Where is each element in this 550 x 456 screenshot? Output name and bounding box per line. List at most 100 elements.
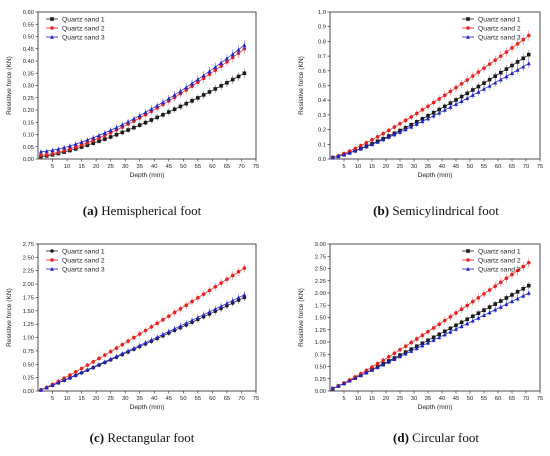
data-point bbox=[442, 332, 447, 337]
data-point bbox=[454, 326, 458, 331]
data-point bbox=[103, 137, 107, 141]
data-point bbox=[409, 348, 414, 353]
data-point bbox=[236, 47, 241, 52]
x-tick-label: 15 bbox=[369, 164, 375, 170]
x-tick-label: 10 bbox=[64, 396, 70, 402]
y-tick-label: 0.00 bbox=[315, 389, 326, 395]
x-tick-label: 30 bbox=[122, 164, 128, 170]
data-point bbox=[398, 129, 402, 134]
data-point bbox=[465, 78, 470, 82]
caption-label: (d) bbox=[393, 430, 409, 445]
data-point bbox=[50, 151, 55, 156]
data-point bbox=[521, 37, 525, 42]
x-tick-label: 60 bbox=[495, 396, 501, 402]
data-point bbox=[73, 141, 78, 146]
data-point bbox=[207, 288, 212, 293]
x-tick-label: 35 bbox=[425, 164, 431, 170]
y-tick-label: 0.7 bbox=[318, 54, 326, 60]
data-point bbox=[431, 335, 436, 340]
y-tick-label: 0.45 bbox=[23, 47, 34, 53]
y-tick-label: 0.05 bbox=[23, 145, 34, 151]
chart-panel-4: 5 10 15 20 25 30 35 40 45 50 55 60 65 70 75 0.00 0.25 0.5… bbox=[298, 242, 543, 445]
data-point bbox=[515, 296, 520, 301]
data-point bbox=[225, 277, 229, 282]
y-tick-label: 0.00 bbox=[23, 157, 34, 163]
x-tick-label: 30 bbox=[411, 396, 417, 402]
x-tick-label: 25 bbox=[397, 164, 403, 170]
data-point bbox=[219, 84, 223, 88]
x-tick-label: 5 bbox=[342, 164, 345, 170]
data-point bbox=[97, 362, 102, 367]
data-point bbox=[454, 311, 458, 315]
plot-frame bbox=[37, 243, 257, 392]
data-point bbox=[62, 378, 67, 382]
y-tick-label: 1.50 bbox=[315, 316, 326, 322]
x-tick-label: 20 bbox=[383, 164, 389, 170]
data-point bbox=[195, 77, 200, 82]
data-point bbox=[504, 50, 509, 54]
legend-marker bbox=[50, 26, 54, 30]
data-point bbox=[230, 51, 235, 56]
data-point bbox=[155, 321, 159, 326]
data-point bbox=[91, 360, 96, 364]
data-point bbox=[56, 150, 61, 155]
x-tick-label: 15 bbox=[369, 396, 375, 402]
y-tick-label: 1.25 bbox=[315, 328, 326, 334]
x-tick-label: 50 bbox=[467, 164, 473, 170]
data-point bbox=[91, 364, 96, 369]
data-point bbox=[219, 281, 223, 285]
data-point bbox=[161, 332, 165, 337]
x-tick-label: 55 bbox=[481, 396, 487, 402]
data-point bbox=[225, 80, 229, 85]
x-tick-label: 5 bbox=[51, 396, 54, 402]
data-point bbox=[409, 124, 414, 129]
x-tick-label: 65 bbox=[224, 164, 230, 170]
series-3 bbox=[330, 289, 531, 391]
data-point bbox=[242, 42, 247, 47]
data-point bbox=[201, 73, 206, 78]
data-point bbox=[347, 378, 352, 383]
data-point bbox=[347, 150, 352, 155]
data-point bbox=[39, 153, 43, 158]
x-axis-title: Depth (mm) bbox=[418, 404, 453, 411]
data-point bbox=[184, 320, 189, 325]
y-tick-label: 1.25 bbox=[23, 322, 34, 328]
panel-caption: (d) Circular foot bbox=[393, 430, 479, 445]
data-point bbox=[442, 107, 447, 112]
data-point bbox=[392, 357, 397, 362]
data-point bbox=[97, 139, 101, 143]
legend-label: Quartz sand 3 bbox=[478, 34, 521, 41]
data-point bbox=[465, 303, 470, 308]
data-point bbox=[482, 313, 486, 318]
x-tick-label: 50 bbox=[180, 396, 186, 402]
data-point bbox=[330, 386, 335, 391]
data-point bbox=[364, 370, 369, 375]
x-tick-label: 20 bbox=[93, 164, 99, 170]
data-point bbox=[190, 98, 194, 103]
x-tick-label: 5 bbox=[51, 164, 54, 170]
data-point bbox=[398, 347, 402, 352]
series-2 bbox=[39, 43, 247, 158]
data-point bbox=[126, 348, 131, 353]
data-point bbox=[426, 340, 430, 345]
data-point bbox=[420, 119, 425, 124]
data-point bbox=[387, 128, 391, 133]
x-tick-label: 20 bbox=[383, 396, 389, 402]
data-point bbox=[167, 314, 171, 318]
x-tick-label: 35 bbox=[425, 396, 431, 402]
y-tick-label: 0.2 bbox=[318, 128, 326, 134]
data-point bbox=[510, 299, 514, 304]
data-point bbox=[166, 329, 171, 334]
data-point bbox=[504, 74, 509, 79]
x-tick-label: 30 bbox=[411, 164, 417, 170]
data-point bbox=[143, 110, 148, 115]
data-point bbox=[44, 148, 49, 153]
data-point bbox=[73, 372, 78, 377]
data-point bbox=[342, 381, 346, 386]
y-tick-label: 0.50 bbox=[315, 365, 326, 371]
data-point bbox=[67, 375, 72, 380]
data-point bbox=[476, 89, 481, 94]
data-point bbox=[336, 383, 341, 388]
data-point bbox=[443, 329, 447, 334]
data-point bbox=[487, 77, 492, 82]
